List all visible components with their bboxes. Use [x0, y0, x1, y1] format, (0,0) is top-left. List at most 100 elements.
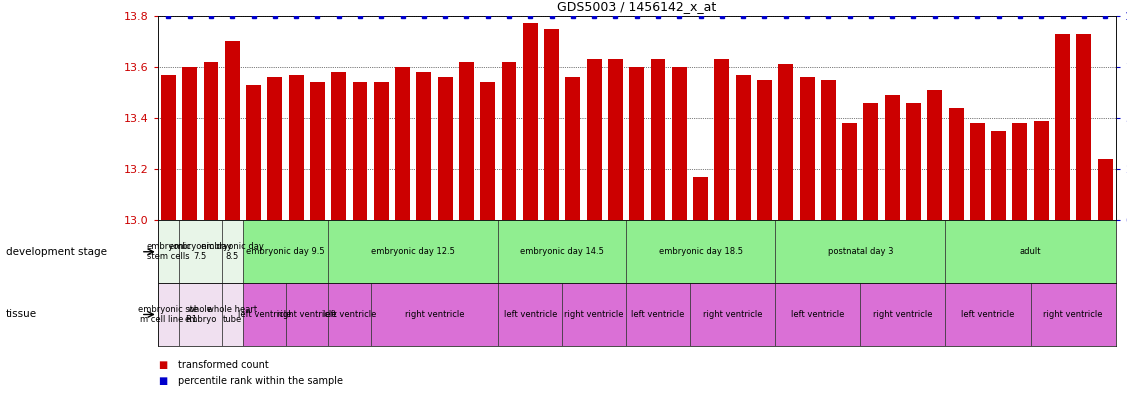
Text: embryonic day 18.5: embryonic day 18.5	[658, 247, 743, 256]
Bar	[566, 77, 580, 220]
Bar	[459, 62, 474, 220]
Bar	[1033, 121, 1049, 220]
Bar	[627, 283, 690, 346]
Text: embryonic
stem cells: embryonic stem cells	[147, 242, 190, 261]
Bar	[204, 62, 219, 220]
Bar	[222, 220, 243, 283]
Bar	[842, 123, 858, 220]
Text: development stage: development stage	[6, 247, 107, 257]
Bar	[906, 103, 921, 220]
Text: ■: ■	[158, 360, 167, 371]
Text: left ventricle: left ventricle	[322, 310, 376, 319]
Text: right ventricle: right ventricle	[703, 310, 762, 319]
Text: tissue: tissue	[6, 309, 37, 320]
Bar	[736, 75, 751, 220]
Bar	[562, 283, 627, 346]
Bar	[629, 67, 645, 220]
Bar	[970, 123, 985, 220]
Bar	[715, 59, 729, 220]
Bar	[860, 283, 946, 346]
Text: whole heart
tube: whole heart tube	[207, 305, 257, 324]
Title: GDS5003 / 1456142_x_at: GDS5003 / 1456142_x_at	[557, 0, 717, 13]
Bar	[310, 82, 325, 220]
Bar	[498, 283, 562, 346]
Bar	[820, 80, 836, 220]
Bar	[502, 62, 516, 220]
Bar	[437, 77, 453, 220]
Text: left ventricle: left ventricle	[238, 310, 291, 319]
Bar	[331, 72, 346, 220]
Bar	[243, 220, 328, 283]
Bar	[179, 220, 222, 283]
Bar	[1012, 123, 1028, 220]
Bar	[609, 59, 623, 220]
Bar	[243, 283, 285, 346]
Text: embryonic day
7.5: embryonic day 7.5	[169, 242, 232, 261]
Bar	[992, 131, 1006, 220]
Bar	[371, 283, 498, 346]
Text: left ventricle: left ventricle	[504, 310, 557, 319]
Text: embryonic day 12.5: embryonic day 12.5	[371, 247, 455, 256]
Bar	[498, 220, 627, 283]
Text: adult: adult	[1020, 247, 1041, 256]
Text: left ventricle: left ventricle	[631, 310, 685, 319]
Bar	[183, 67, 197, 220]
Bar	[757, 80, 772, 220]
Text: embryonic ste
m cell line R1: embryonic ste m cell line R1	[139, 305, 198, 324]
Bar	[480, 82, 495, 220]
Bar	[885, 95, 899, 220]
Text: whole
embryo: whole embryo	[184, 305, 216, 324]
Text: embryonic day 14.5: embryonic day 14.5	[521, 247, 604, 256]
Bar	[1098, 159, 1112, 220]
Bar	[523, 24, 538, 220]
Bar	[158, 220, 179, 283]
Bar	[544, 29, 559, 220]
Bar	[627, 220, 775, 283]
Bar	[693, 177, 708, 220]
Bar	[928, 90, 942, 220]
Bar	[179, 283, 222, 346]
Bar	[863, 103, 878, 220]
Bar	[374, 82, 389, 220]
Text: right ventricle: right ventricle	[873, 310, 933, 319]
Text: embryonic day 9.5: embryonic day 9.5	[246, 247, 325, 256]
Bar	[775, 283, 860, 346]
Bar	[328, 220, 498, 283]
Text: left ventricle: left ventricle	[961, 310, 1014, 319]
Text: transformed count: transformed count	[178, 360, 269, 371]
Text: ■: ■	[158, 376, 167, 386]
Bar	[267, 77, 283, 220]
Bar	[946, 283, 1030, 346]
Bar	[672, 67, 686, 220]
Bar	[353, 82, 367, 220]
Text: right ventricle: right ventricle	[405, 310, 464, 319]
Bar	[158, 283, 179, 346]
Text: right ventricle: right ventricle	[1044, 310, 1103, 319]
Bar	[946, 220, 1116, 283]
Text: right ventricle: right ventricle	[565, 310, 624, 319]
Bar	[587, 59, 602, 220]
Text: postnatal day 3: postnatal day 3	[827, 247, 893, 256]
Bar	[285, 283, 328, 346]
Text: percentile rank within the sample: percentile rank within the sample	[178, 376, 343, 386]
Bar	[246, 85, 261, 220]
Bar	[225, 41, 240, 220]
Bar	[417, 72, 432, 220]
Bar	[289, 75, 303, 220]
Bar	[1076, 34, 1091, 220]
Text: embryonic day
8.5: embryonic day 8.5	[201, 242, 264, 261]
Bar	[775, 220, 946, 283]
Bar	[1055, 34, 1070, 220]
Bar	[650, 59, 665, 220]
Bar	[949, 108, 964, 220]
Bar	[396, 67, 410, 220]
Bar	[328, 283, 371, 346]
Text: right ventricle: right ventricle	[277, 310, 337, 319]
Bar	[1030, 283, 1116, 346]
Bar	[779, 64, 793, 220]
Bar	[690, 283, 775, 346]
Bar	[161, 75, 176, 220]
Text: left ventricle: left ventricle	[791, 310, 844, 319]
Bar	[222, 283, 243, 346]
Bar	[800, 77, 815, 220]
